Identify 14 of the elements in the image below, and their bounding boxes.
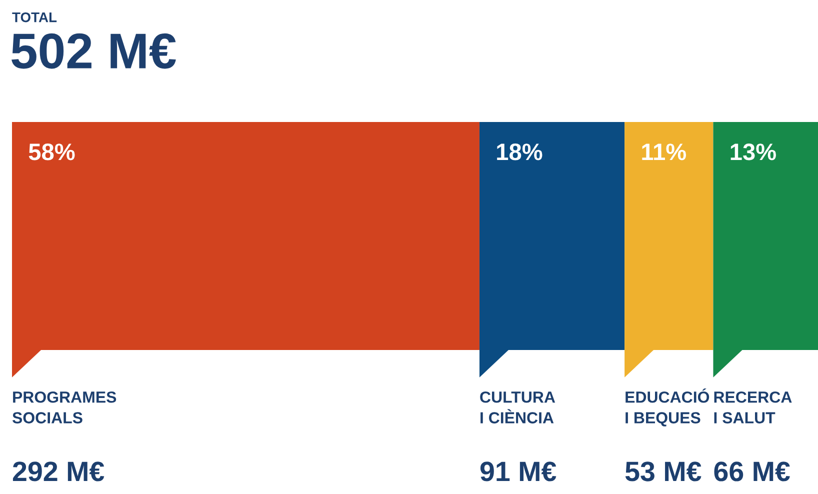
text: 292 M€: [12, 462, 104, 482]
text: 53 M€: [625, 462, 702, 482]
legend-label: EDUCACIÓ I BEQUES: [626, 388, 710, 426]
legend-label: RECERCA I SALUT: [714, 391, 792, 424]
data-label: 13%: [730, 144, 776, 160]
text: 66 M€: [714, 462, 790, 482]
legend-label: CULTURA I CIÈNCIA: [480, 391, 556, 424]
data-label: 11%: [642, 144, 686, 160]
chart-title: TOTAL: [12, 12, 57, 22]
legend-label: PROGRAMES SOCIALS: [12, 391, 116, 424]
chart-subtitle: 502 M€: [12, 33, 176, 69]
text: 91 M€: [480, 462, 556, 482]
data-label: 58%: [28, 144, 75, 160]
data-label: 18%: [497, 144, 542, 160]
